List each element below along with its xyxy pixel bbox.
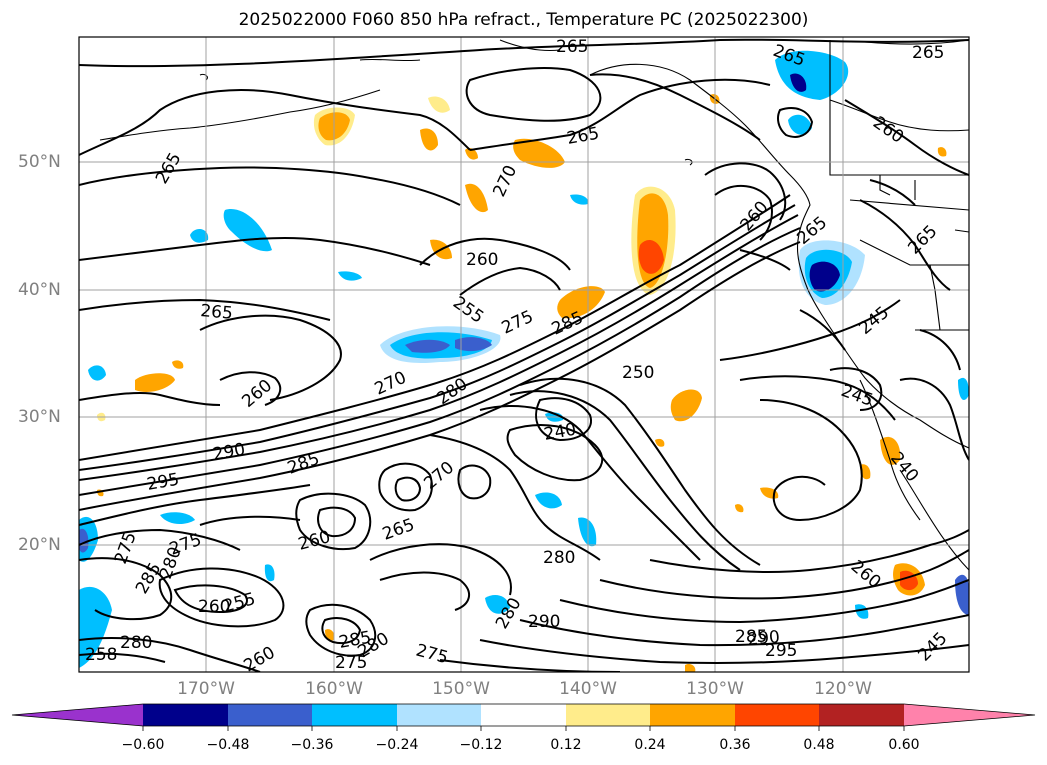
colorbar-bin: [312, 704, 397, 726]
lon-label-170w: 170°W: [177, 679, 235, 699]
contour-label: 290: [747, 627, 781, 650]
lon-label-130w: 130°W: [686, 679, 744, 699]
colorbar-tick: 0.48: [803, 737, 835, 753]
colorbar-tick: −0.12: [459, 737, 503, 753]
colorbar-tick: 0.60: [888, 737, 920, 753]
colorbar-bin: [650, 704, 735, 726]
contour-label: 275: [335, 653, 367, 673]
contour-label: 290: [528, 612, 560, 632]
colorbar-tick: −0.36: [290, 737, 334, 753]
lon-label-120w: 120°W: [814, 679, 872, 699]
lat-label-50n: 50°N: [18, 152, 61, 172]
lon-label-140w: 140°W: [559, 679, 617, 699]
colorbar-tick: −0.60: [121, 737, 165, 753]
contour-label: 295: [765, 641, 797, 661]
contour-label: 265: [556, 37, 588, 57]
lat-label-30n: 30°N: [18, 407, 61, 427]
colorbar-tick: −0.48: [206, 737, 250, 753]
lat-label-40n: 40°N: [18, 280, 61, 300]
contour-label: 285: [735, 627, 767, 647]
contour-label: 250: [622, 363, 654, 383]
colorbar-bin: [735, 704, 819, 726]
contour-label: 265: [200, 301, 234, 324]
temperature-contours: [79, 38, 969, 672]
map-frame: [78, 36, 970, 673]
contour-label: 280: [543, 548, 575, 568]
colorbar-tick: 0.12: [550, 737, 582, 753]
colorbar-extend-low: [12, 704, 143, 726]
anomaly-shading: [79, 50, 969, 672]
contour-label: 258: [85, 645, 117, 665]
map-background: [79, 37, 969, 672]
colorbar-bin: [143, 704, 228, 726]
contour-label: 260: [198, 597, 230, 617]
colorbar-tick: −0.24: [375, 737, 419, 753]
lon-label-150w: 150°W: [432, 679, 490, 699]
colorbar-tick: 0.24: [634, 737, 666, 753]
contour-label: 280: [120, 633, 152, 653]
colorbar-bin: [228, 704, 312, 726]
lon-label-160w: 160°W: [305, 679, 363, 699]
lat-label-20n: 20°N: [18, 535, 61, 555]
colorbar-bin: [566, 704, 650, 726]
contour-label: 260: [466, 250, 498, 270]
colorbar-bin: [819, 704, 904, 726]
colorbar-tick: 0.36: [719, 737, 751, 753]
colorbar-bin: [397, 704, 481, 726]
map-title: 2025022000 F060 850 hPa refract., Temper…: [238, 10, 809, 30]
colorbar: [11, 703, 1036, 731]
colorbar-extend-high: [904, 704, 1035, 726]
contour-label: 265: [912, 43, 944, 63]
colorbar-bin: [481, 704, 566, 726]
